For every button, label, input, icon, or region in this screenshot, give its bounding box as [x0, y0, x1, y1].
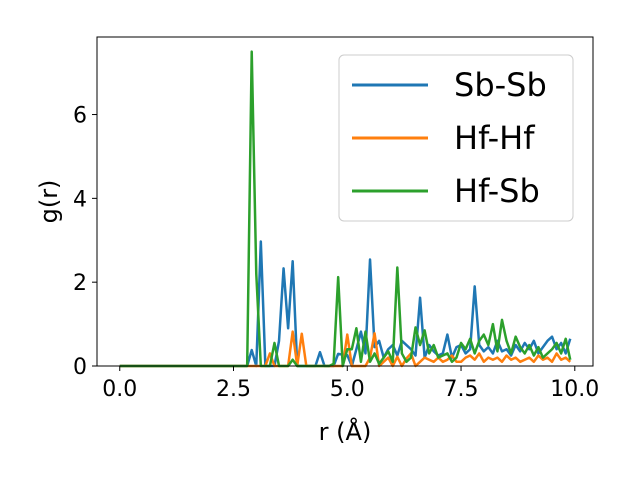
ticks-layer: 0.0 2.5 5.0 7.5 10.0 0 2 4 6 [73, 104, 599, 402]
x-tick-label: 5.0 [330, 377, 365, 402]
x-tick-label: 10.0 [550, 377, 599, 402]
y-tick-label: 2 [73, 271, 87, 296]
plot-frame [96, 36, 594, 367]
x-tick-label: 7.5 [444, 377, 479, 402]
legend-box [338, 54, 574, 222]
legend-label: Hf-Hf [454, 119, 535, 157]
x-tick-label: 0.0 [102, 377, 137, 402]
y-tick-label: 0 [73, 355, 87, 380]
x-tick-label: 2.5 [216, 377, 251, 402]
legend-label: Sb-Sb [454, 66, 547, 104]
y-axis-label: g(r) [35, 180, 63, 224]
y-tick-label: 4 [73, 187, 87, 212]
legend-label: Hf-Sb [454, 172, 540, 210]
legend: Sb-Sb Hf-Hf Hf-Sb [338, 54, 574, 222]
x-axis-label: r (Å) [319, 417, 372, 446]
y-tick-label: 6 [73, 104, 87, 129]
